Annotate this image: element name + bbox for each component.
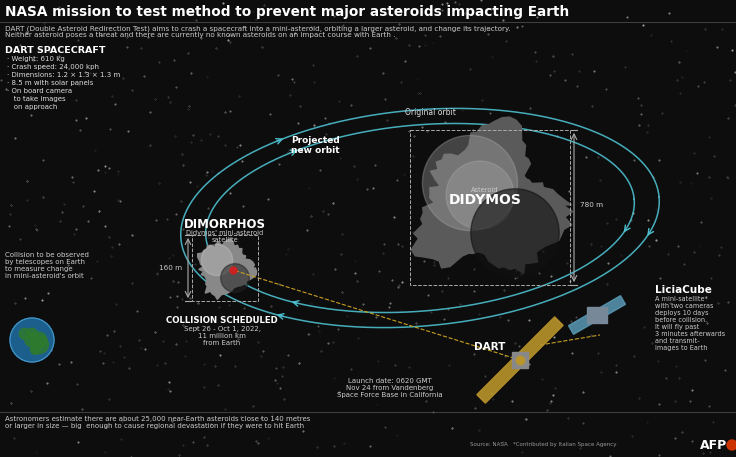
Text: to take images: to take images <box>7 96 66 102</box>
Text: Didymos' mini-asteroid
satellite: Didymos' mini-asteroid satellite <box>186 230 263 243</box>
Text: DART: DART <box>474 342 506 352</box>
Polygon shape <box>516 317 563 364</box>
Text: on approach: on approach <box>7 104 57 110</box>
Text: NASA mission to test method to prevent major asteroids impacting Earth: NASA mission to test method to prevent m… <box>5 5 569 19</box>
Circle shape <box>26 328 37 339</box>
Bar <box>410 130 570 285</box>
Polygon shape <box>568 311 600 335</box>
Text: DART SPACECRAFT: DART SPACECRAFT <box>5 46 105 55</box>
Text: · Dimensions: 1.2 × 1.3 × 1.3 m: · Dimensions: 1.2 × 1.3 × 1.3 m <box>7 72 120 78</box>
Polygon shape <box>411 117 573 273</box>
Text: DIDYMOS: DIDYMOS <box>448 193 521 207</box>
Text: Astronomers estimate there are about 25,000 near-Earth asteroids close to 140 me: Astronomers estimate there are about 25,… <box>5 416 311 429</box>
Text: Original orbit: Original orbit <box>405 108 456 117</box>
Text: AFP: AFP <box>700 439 727 452</box>
Circle shape <box>25 333 39 347</box>
Polygon shape <box>587 307 607 323</box>
Text: DART (Double Asteroid Redirection Test) aims to crash a spacecraft into a mini-a: DART (Double Asteroid Redirection Test) … <box>5 25 511 32</box>
Circle shape <box>202 244 233 276</box>
Text: Neither asteroid poses a threat and there are currently no known asteroids on an: Neither asteroid poses a threat and ther… <box>5 32 395 38</box>
Text: Source: NASA   *Contributed by Italian Space Agency: Source: NASA *Contributed by Italian Spa… <box>470 442 617 447</box>
Circle shape <box>31 336 49 354</box>
Text: Launch date: 0620 GMT
Nov 24 from Vandenberg
Space Force Base in California: Launch date: 0620 GMT Nov 24 from Vanden… <box>337 378 443 398</box>
Text: 780 m: 780 m <box>580 202 603 208</box>
Text: A mini-satellite*
with two cameras
deploys 10 days
before collision.
It will fly: A mini-satellite* with two cameras deplo… <box>655 296 725 351</box>
Circle shape <box>446 161 514 229</box>
Text: · On board camera: · On board camera <box>7 88 72 94</box>
Text: Projected
new orbit: Projected new orbit <box>291 136 339 155</box>
Text: 160 m: 160 m <box>159 265 182 271</box>
Text: DIMORPHOS: DIMORPHOS <box>184 218 266 231</box>
Text: Sept 26 - Oct 1, 2022,
11 million km
from Earth: Sept 26 - Oct 1, 2022, 11 million km fro… <box>183 326 261 346</box>
Circle shape <box>31 332 47 348</box>
Bar <box>192 235 258 301</box>
Text: · 8.5 m with solar panels: · 8.5 m with solar panels <box>7 80 93 86</box>
Text: COLLISION SCHEDULED: COLLISION SCHEDULED <box>166 316 278 325</box>
Text: Asteroid: Asteroid <box>471 187 499 193</box>
Text: · Crash speed: 24,000 kph: · Crash speed: 24,000 kph <box>7 64 99 70</box>
Circle shape <box>10 318 54 362</box>
Text: LiciaCube: LiciaCube <box>655 285 712 295</box>
Polygon shape <box>198 239 257 299</box>
Circle shape <box>19 328 30 339</box>
Polygon shape <box>595 296 626 319</box>
Text: · Weight: 610 kg: · Weight: 610 kg <box>7 56 65 62</box>
Circle shape <box>471 189 559 277</box>
Polygon shape <box>512 352 528 368</box>
Circle shape <box>221 264 250 292</box>
Circle shape <box>30 345 40 354</box>
Circle shape <box>422 135 517 231</box>
Text: Collision to be observed
by telescopes on Earth
to measure change
in mini-astero: Collision to be observed by telescopes o… <box>5 252 89 279</box>
Polygon shape <box>477 356 524 403</box>
Circle shape <box>727 440 736 450</box>
